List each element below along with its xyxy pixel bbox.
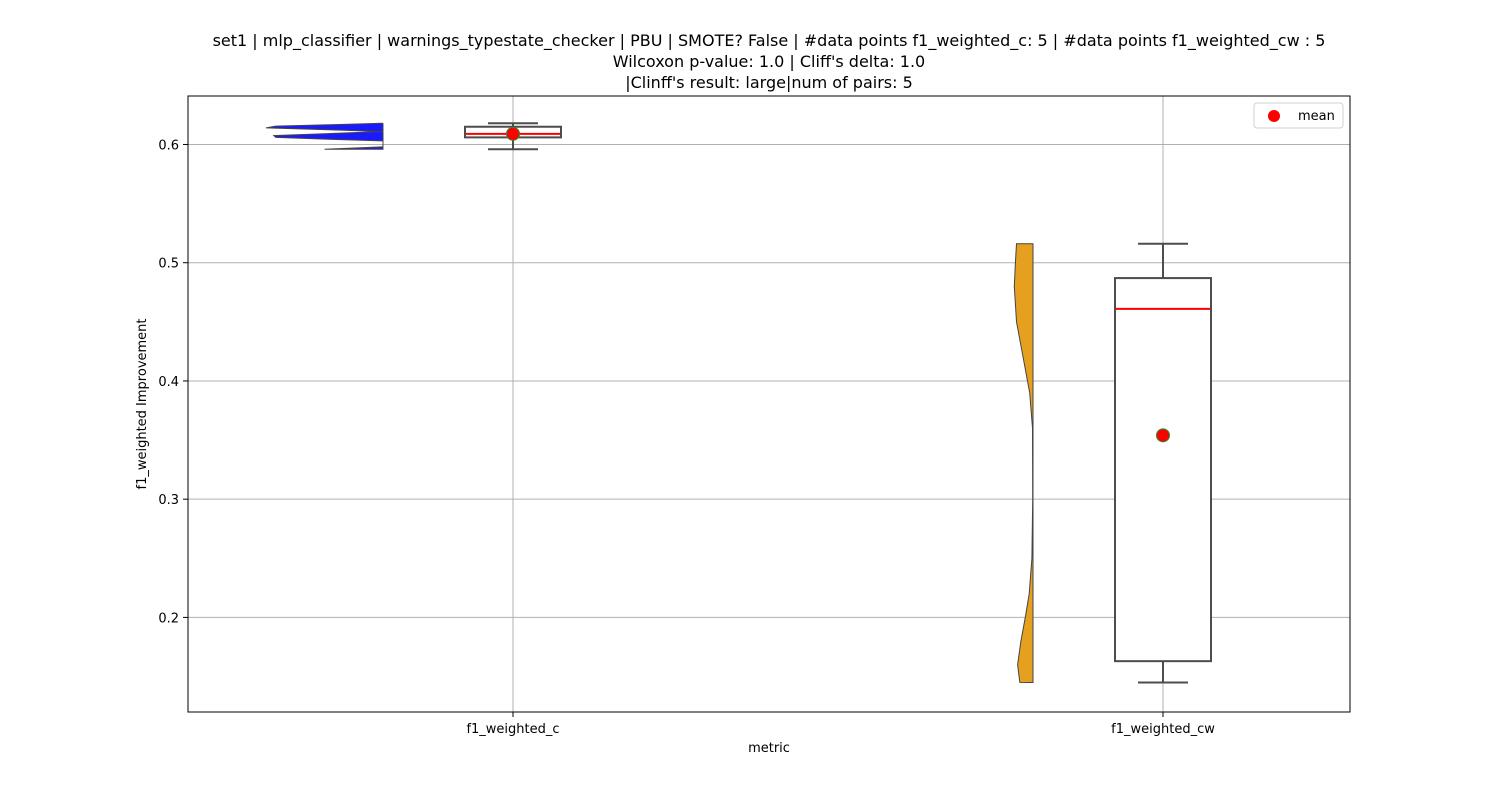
x-tick-label: f1_weighted_c	[466, 722, 559, 737]
y-tick-label: 0.2	[158, 611, 179, 626]
y-axis-label: f1_weighted Improvement	[135, 318, 150, 489]
title-line-1: set1 | mlp_classifier | warnings_typesta…	[213, 31, 1326, 51]
violin-f1_weighted_c	[265, 122, 384, 150]
x-axis-ticks: f1_weighted_c f1_weighted_cw	[466, 712, 1215, 737]
title-line-3: |Clinff's result: large|num of pairs: 5	[625, 73, 913, 92]
y-tick-label: 0.5	[158, 257, 179, 272]
legend-mean-label: mean	[1298, 109, 1335, 124]
y-tick-label: 0.6	[158, 138, 179, 153]
x-axis-label: metric	[748, 741, 790, 756]
mean-marker	[1156, 428, 1170, 443]
plot-frame	[187, 95, 1351, 713]
box-iqr	[1114, 277, 1212, 663]
legend-mean-marker	[1268, 110, 1280, 122]
legend-box	[1253, 102, 1344, 129]
chart-title: set1 | mlp_classifier | warnings_typesta…	[213, 31, 1326, 92]
y-tick-label: 0.3	[158, 493, 179, 508]
boxplots	[464, 122, 1212, 684]
y-axis-ticks: 0.2 0.3 0.4 0.5 0.6	[158, 138, 188, 626]
legend: mean	[1253, 102, 1344, 129]
violins	[265, 122, 1034, 683]
title-line-2: Wilcoxon p-value: 1.0 | Cliff's delta: 1…	[613, 52, 925, 71]
y-tick-label: 0.4	[158, 375, 179, 390]
violin-f1_weighted_cw	[1013, 243, 1034, 683]
mean-marker	[506, 126, 520, 141]
x-tick-label: f1_weighted_cw	[1111, 722, 1215, 737]
